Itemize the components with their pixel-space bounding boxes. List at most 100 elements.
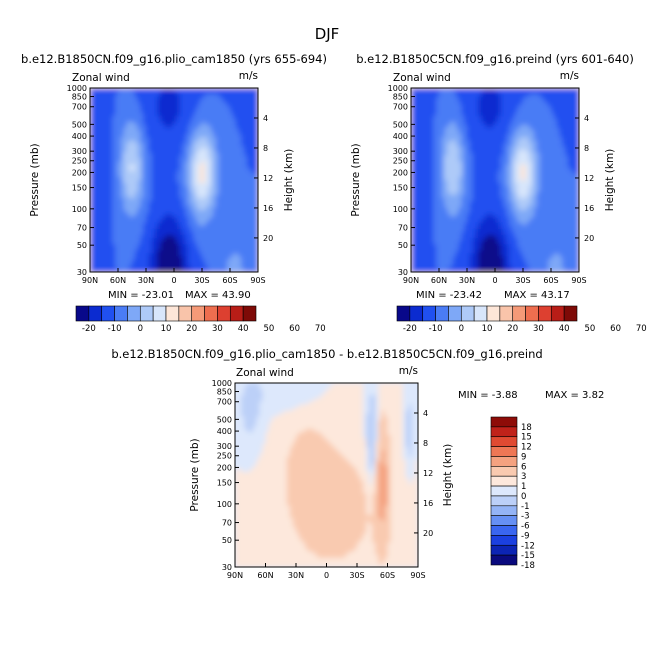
y-tick-label: 400: [217, 427, 232, 436]
x-tick-label: 90N: [403, 276, 419, 285]
colorbar-swatch: [490, 535, 518, 546]
y-tick-label: 200: [72, 168, 87, 177]
panel-title: b.e12.B1850CN.f09_g16.plio_cam1850 - b.e…: [111, 347, 542, 361]
axes: 90N 60N 30N 0 30S 60S 90S 30 50 70 100 150 200 250300…: [67, 84, 274, 285]
colorbar-label: 6: [521, 462, 526, 472]
colorbar-swatch: [490, 505, 518, 516]
colorbar-swatch: [139, 305, 154, 322]
colorbar-swatch: [490, 475, 518, 487]
x-tick-label: 60N: [431, 276, 447, 285]
x-tick-label: 30N: [138, 276, 154, 285]
colorbar-swatch: [550, 305, 565, 322]
colorbar-label: -6: [521, 522, 529, 532]
colorbar-label: 70: [315, 324, 326, 334]
y2-tick-label: 4: [584, 114, 589, 123]
colorbar-label: 60: [610, 324, 621, 334]
y-tick-label: 500: [72, 120, 87, 129]
colorbar-label: 15: [521, 433, 532, 443]
axes: 90N 60N 30N 0 30S 60S 90S 30 50 70 100 150 200 250300…: [388, 84, 595, 285]
max-label: MAX = 43.90: [185, 290, 251, 301]
y-tick-label: 700: [72, 103, 87, 112]
x-tick-label: 60N: [257, 571, 273, 580]
colorbar-swatch: [538, 305, 552, 322]
colorbar-swatch: [409, 305, 424, 322]
colorbar-swatch: [499, 305, 514, 322]
y-tick-label: 100: [393, 205, 408, 214]
colorbar-label: 18: [521, 423, 532, 433]
colorbar: -20 -10 0 10 20 30 40 50 60 70: [396, 305, 647, 334]
colorbar-swatch: [490, 416, 518, 428]
y-tick-label: 50: [398, 241, 408, 250]
colorbar-label: 40: [559, 324, 570, 334]
panel-title: b.e12.B1850CN.f09_g16.plio_cam1850 (yrs …: [21, 52, 327, 66]
y2-tick-label: 12: [584, 174, 594, 183]
colorbar-swatch: [490, 466, 518, 477]
y-tick-label: 30: [77, 268, 87, 277]
x-tick-label: 90N: [82, 276, 98, 285]
y-tick-label: 400: [393, 132, 408, 141]
panel-units-label: m/s: [399, 365, 418, 377]
colorbar-label: 1: [521, 482, 526, 492]
y-tick-label: 300: [393, 147, 408, 156]
panel-left-label: Zonal wind: [236, 367, 294, 379]
x-tick-label: 30S: [349, 571, 364, 580]
contour-field: [90, 88, 258, 272]
y-axis-label: Pressure (mb): [189, 438, 201, 511]
y-tick-label: 1000: [212, 379, 232, 388]
y2-tick-label: 12: [423, 469, 433, 478]
x-tick-label: 0: [492, 276, 497, 285]
x-tick-label: 0: [171, 276, 176, 285]
panel-top-left: b.e12.B1850CN.f09_g16.plio_cam1850 (yrs …: [21, 52, 327, 334]
y-tick-label: 250: [393, 157, 408, 166]
y-tick-label: 250: [217, 452, 232, 461]
x-tick-label: 60S: [543, 276, 558, 285]
y-tick-label: 850: [72, 93, 87, 102]
x-tick-label: 60S: [380, 571, 395, 580]
y-tick-label: 700: [393, 103, 408, 112]
y-tick-label: 200: [217, 463, 232, 472]
y-tick-label: 150: [72, 184, 87, 193]
colorbar-label: 10: [482, 324, 493, 334]
x-tick-label: 90S: [250, 276, 265, 285]
y2-tick-label: 12: [263, 174, 273, 183]
colorbar-label: 9: [521, 452, 526, 462]
panel-left-label: Zonal wind: [393, 72, 451, 84]
y2-tick-label: 16: [423, 499, 433, 508]
x-tick-label: 30N: [288, 571, 304, 580]
min-label: MIN = -23.01: [108, 290, 174, 301]
y2-tick-label: 8: [423, 439, 428, 448]
colorbar-swatch: [165, 305, 180, 322]
colorbar-label: 30: [533, 324, 544, 334]
colorbar-swatch: [525, 305, 539, 322]
colorbar-swatch: [152, 305, 167, 322]
colorbar-swatch: [242, 305, 257, 322]
x-tick-label: 60N: [110, 276, 126, 285]
y-tick-label: 70: [398, 224, 408, 233]
max-label: MAX = 3.82: [545, 390, 604, 401]
colorbar-swatch: [114, 305, 128, 322]
contour-field: [411, 88, 579, 272]
y2-tick-label: 16: [263, 204, 273, 213]
y-tick-label: 150: [217, 479, 232, 488]
y-tick-label: 50: [222, 536, 232, 545]
y-tick-label: 300: [72, 147, 87, 156]
colorbar-swatch: [204, 305, 218, 322]
y-tick-label: 150: [393, 184, 408, 193]
colorbar-label: 20: [507, 324, 518, 334]
colorbar-label: 30: [212, 324, 223, 334]
colorbar-swatch: [490, 456, 518, 467]
colorbar-swatch: [490, 495, 518, 507]
x-tick-label: 0: [324, 571, 329, 580]
colorbar-label: 0: [138, 324, 143, 334]
colorbar-label: 10: [161, 324, 172, 334]
y2-tick-label: 20: [584, 234, 594, 243]
y2-tick-label: 8: [263, 144, 268, 153]
colorbar-swatch: [435, 305, 449, 322]
colorbar-swatch: [473, 305, 488, 322]
x-tick-label: 90N: [227, 571, 243, 580]
y-axis-label: Pressure (mb): [29, 143, 41, 216]
colorbar-swatch: [396, 305, 411, 322]
y-tick-label: 30: [222, 563, 232, 572]
